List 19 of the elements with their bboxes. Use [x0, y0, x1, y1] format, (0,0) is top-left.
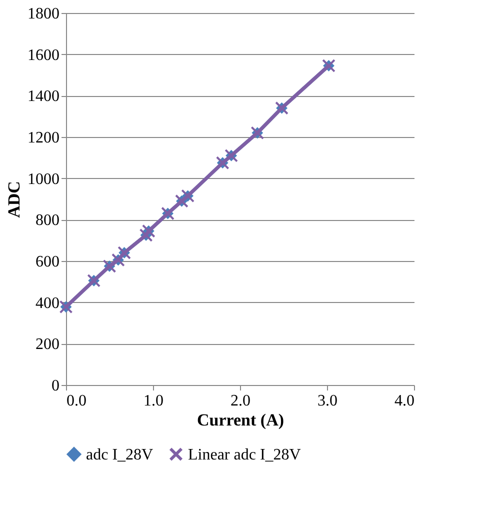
- y-tick-label: 1200: [28, 130, 60, 146]
- y-tick-label: 400: [36, 294, 60, 312]
- x-tick-label: 4.0: [394, 392, 414, 410]
- legend-label: adc I_28V: [86, 446, 154, 464]
- legend-label: Linear adc I_28V: [188, 446, 302, 464]
- y-tick-label: 1800: [28, 6, 60, 22]
- x-tick-label: 2.0: [230, 392, 250, 410]
- x-axis-title: Current (A): [196, 410, 284, 430]
- x-tick-label: 1.0: [144, 392, 164, 410]
- y-tick-label: 0: [52, 378, 60, 394]
- y-tick-label: 200: [36, 336, 60, 354]
- y-tick-label: 1400: [28, 88, 60, 106]
- y-axis-title: ADC: [4, 181, 24, 218]
- y-tick-label: 1000: [28, 170, 60, 188]
- y-tick-label: 600: [36, 254, 60, 270]
- y-tick-label: 800: [36, 212, 60, 230]
- x-tick-label: 3.0: [318, 392, 338, 410]
- y-tick-label: 1600: [28, 46, 60, 64]
- x-tick-label: 0.0: [66, 392, 86, 410]
